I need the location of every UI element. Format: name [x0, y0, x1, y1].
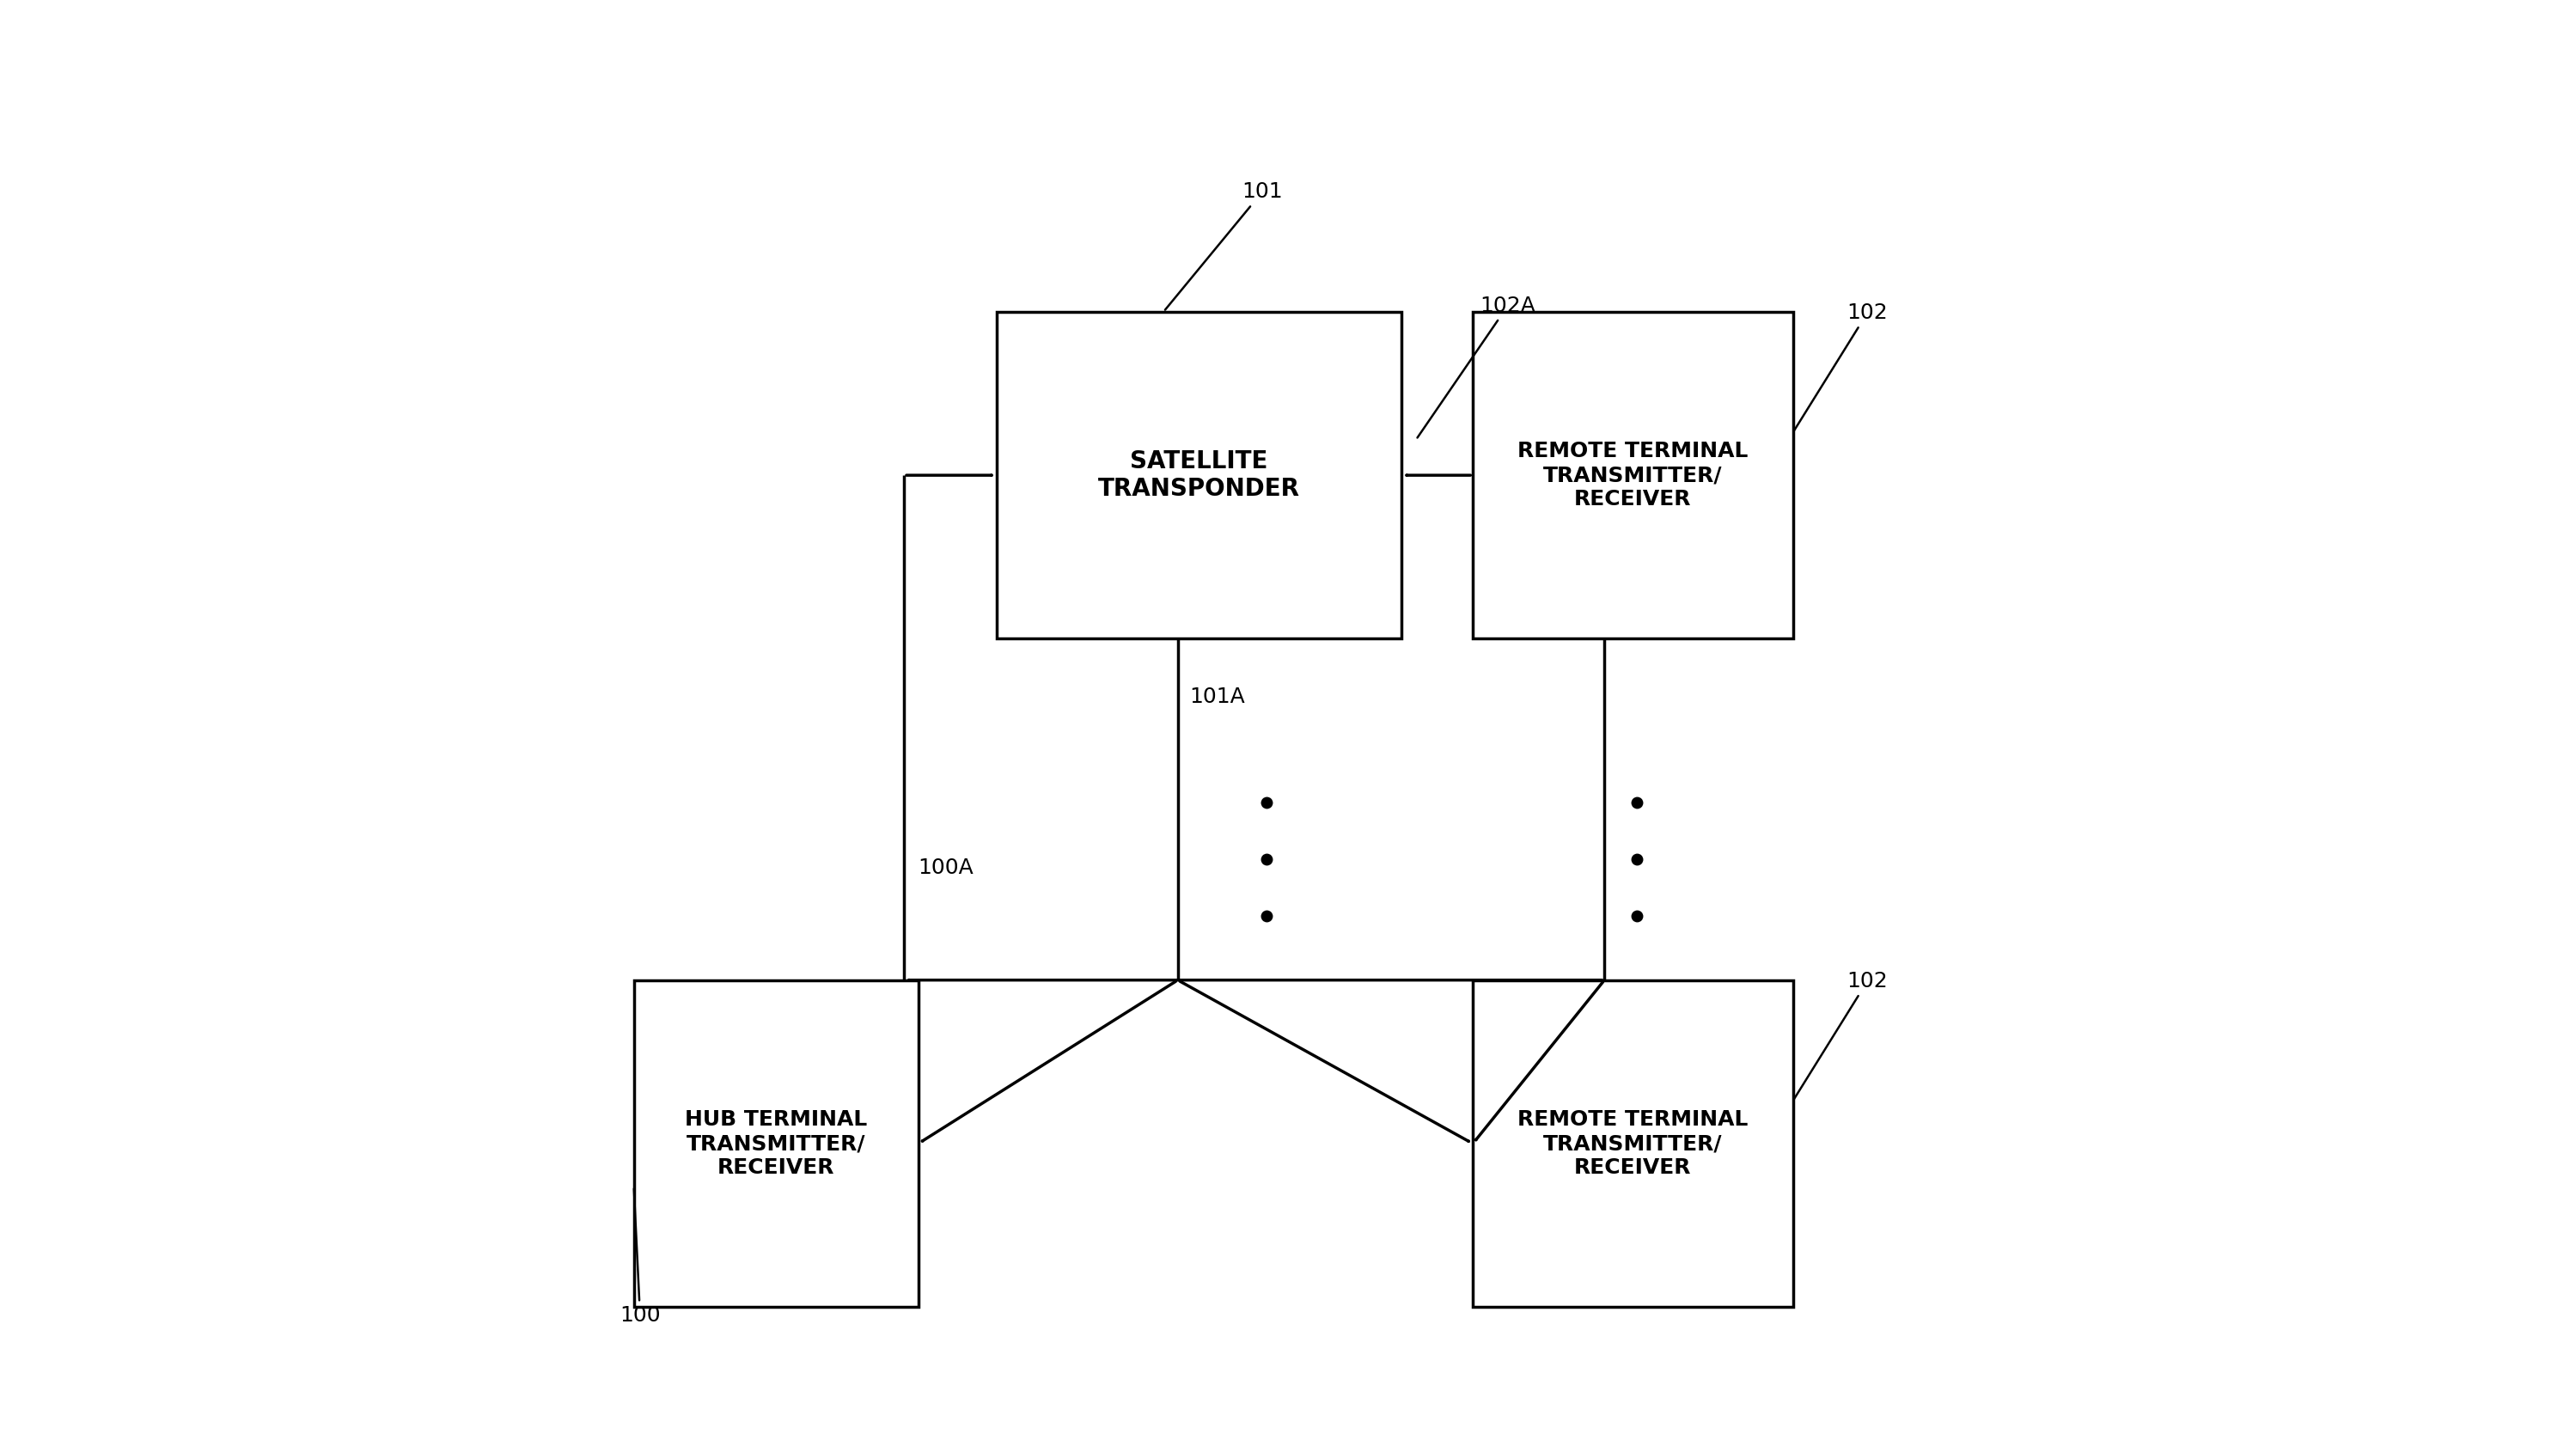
Text: REMOTE TERMINAL
TRANSMITTER/
RECEIVER: REMOTE TERMINAL TRANSMITTER/ RECEIVER	[1517, 1110, 1749, 1177]
Text: 100: 100	[621, 1189, 659, 1325]
FancyBboxPatch shape	[1473, 979, 1793, 1308]
Text: 102: 102	[1793, 971, 1888, 1098]
FancyBboxPatch shape	[1473, 311, 1793, 638]
Text: 102: 102	[1793, 303, 1888, 430]
Text: 101A: 101A	[1190, 687, 1244, 707]
Text: REMOTE TERMINAL
TRANSMITTER/
RECEIVER: REMOTE TERMINAL TRANSMITTER/ RECEIVER	[1517, 442, 1749, 509]
Text: HUB TERMINAL
TRANSMITTER/
RECEIVER: HUB TERMINAL TRANSMITTER/ RECEIVER	[685, 1110, 868, 1177]
Text: 100A: 100A	[917, 858, 974, 878]
FancyBboxPatch shape	[634, 979, 917, 1308]
Text: 101: 101	[1164, 182, 1283, 310]
Text: SATELLITE
TRANSPONDER: SATELLITE TRANSPONDER	[1097, 449, 1301, 502]
Text: 102A: 102A	[1417, 295, 1535, 437]
FancyBboxPatch shape	[997, 311, 1401, 638]
